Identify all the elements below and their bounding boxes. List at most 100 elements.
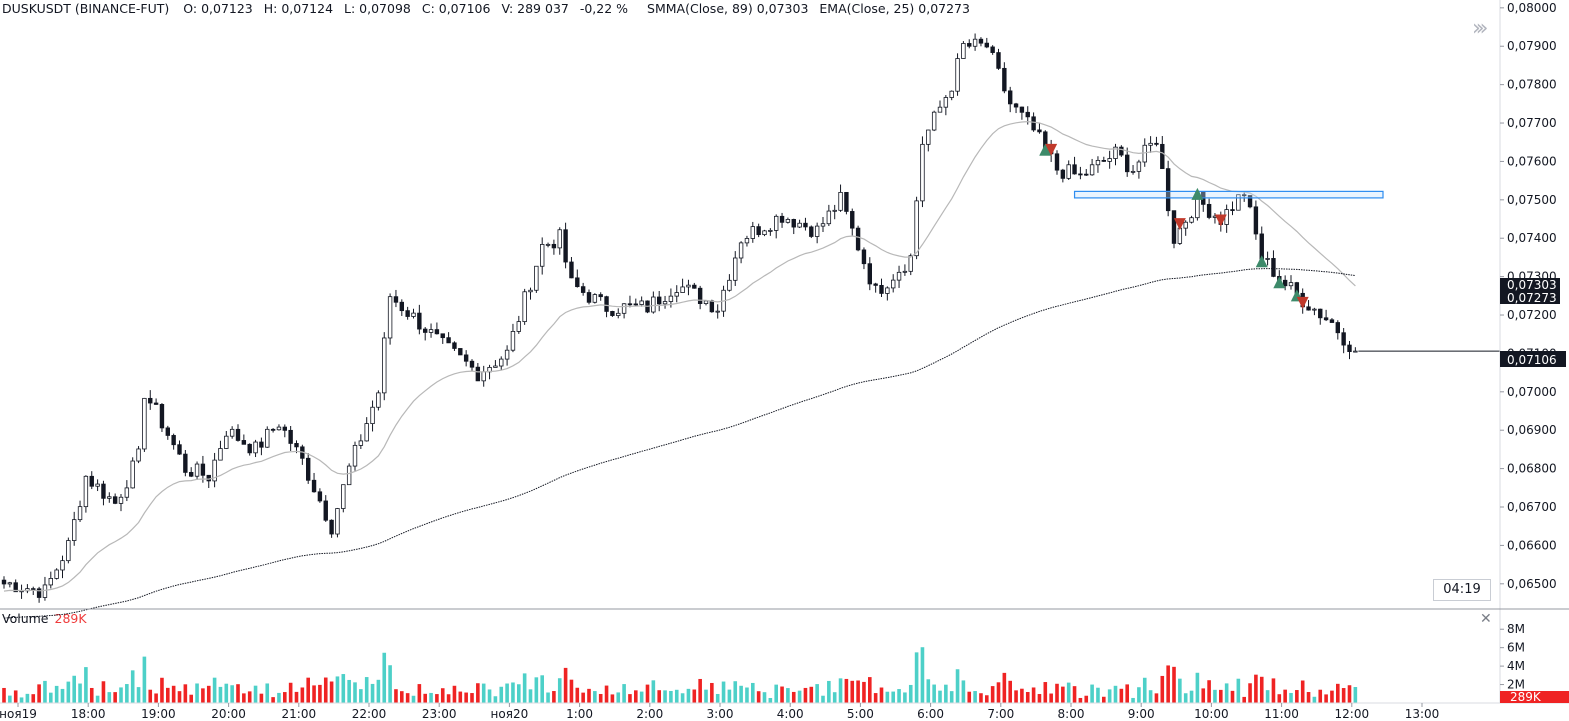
candle-body — [510, 330, 516, 351]
volume-bar — [306, 677, 310, 703]
candle-body — [200, 463, 206, 476]
volume-bar — [1265, 690, 1270, 703]
volume-bar — [72, 675, 76, 703]
volume-bar — [95, 695, 100, 703]
volume-bar — [522, 673, 527, 703]
time-axis-label: 1:00 — [566, 707, 593, 721]
candle-body — [733, 257, 738, 281]
volume-bar — [1324, 694, 1328, 703]
candle-body — [920, 143, 925, 202]
candle-body — [229, 428, 235, 437]
volume-bar — [838, 678, 843, 703]
volume-bar — [762, 692, 767, 703]
volume-bar — [856, 680, 860, 703]
buy-signal-marker — [1191, 187, 1204, 200]
candle-body — [844, 191, 849, 212]
candle-body — [540, 244, 545, 267]
volume-bar — [1178, 678, 1182, 703]
volume-bar — [1142, 677, 1147, 703]
volume-bar — [1055, 683, 1059, 703]
volume-bar — [879, 687, 884, 703]
candle-body — [809, 226, 814, 237]
volume-bar — [1119, 688, 1124, 703]
price-axis-label: 0,07900 — [1507, 39, 1557, 53]
volume-bar — [101, 681, 106, 703]
candle-body — [1013, 103, 1019, 108]
volume-bar — [1271, 678, 1276, 703]
volume-bar — [908, 684, 913, 703]
candle-body — [405, 310, 410, 317]
volume-bar — [920, 647, 925, 703]
volume-bar — [300, 687, 305, 703]
volume-bar — [1341, 688, 1346, 703]
candle-body — [1271, 258, 1276, 277]
candle-body — [750, 226, 755, 239]
candle-body — [341, 484, 346, 509]
volume-axis: 8M 6M 4M 2M — [1500, 622, 1525, 692]
time-axis-label: 7:00 — [987, 707, 1014, 721]
volume-bar — [89, 687, 94, 703]
chart-legend: DUSKUSDT (BINANCE-FUT) O: 0,07123 H: 0,0… — [2, 0, 977, 18]
time-axis-label: 12:00 — [1335, 707, 1370, 721]
volume-bar — [844, 678, 849, 703]
ema-legend[interactable]: EMA(Close, 25) 0,07273 — [819, 1, 970, 16]
candle-body — [7, 582, 13, 585]
candle-body — [434, 329, 440, 335]
volume-bar — [130, 670, 135, 703]
volume-bar — [961, 680, 966, 703]
candle-body — [1008, 90, 1013, 105]
volume-bar — [13, 690, 18, 703]
volume-bar — [739, 685, 743, 703]
symbol-name[interactable]: DUSKUSDT (BINANCE-FUT) — [2, 1, 170, 16]
candle-body — [1171, 210, 1177, 244]
candle-body — [107, 496, 112, 499]
candle-body — [370, 406, 375, 424]
volume-bar — [470, 693, 474, 703]
volume-bar — [54, 685, 59, 703]
volume-bar — [1113, 685, 1118, 703]
candle-body — [803, 222, 808, 228]
price-axis-label: 0,06600 — [1507, 538, 1557, 552]
volume-bar — [1189, 690, 1194, 703]
candle-body — [95, 483, 100, 487]
close-pane-icon[interactable]: ✕ — [1480, 611, 1492, 627]
volume-bar — [903, 692, 907, 703]
candle-body — [914, 200, 919, 257]
candle-body — [908, 255, 913, 272]
volume-bar — [405, 693, 410, 703]
volume-bar — [674, 689, 679, 703]
volume-bar — [341, 674, 346, 703]
ema-price-tag: 0,07273 — [1500, 291, 1560, 305]
volume-bar — [1259, 676, 1264, 703]
volume-bar — [160, 677, 164, 703]
volume-bar — [914, 652, 919, 703]
volume-bar — [645, 684, 650, 703]
time-axis-label: 4:00 — [777, 707, 804, 721]
volume-bar — [499, 686, 504, 703]
volume-bar — [610, 694, 615, 703]
volume-bar — [411, 695, 416, 703]
volume-bar — [265, 683, 270, 703]
volume-bar — [622, 684, 626, 703]
volume-bar — [511, 682, 515, 703]
candle-body — [364, 423, 369, 442]
candle-body — [481, 371, 486, 382]
volume-bar — [259, 693, 264, 703]
candle-body — [247, 443, 252, 454]
volume-bar — [1037, 694, 1042, 703]
volume-bar — [177, 691, 182, 703]
candle-body — [1089, 164, 1095, 176]
candle-body — [399, 301, 404, 312]
price-axis-label: 0,07600 — [1507, 154, 1557, 168]
candle-body — [276, 426, 282, 431]
smma-legend[interactable]: SMMA(Close, 89) 0,07303 — [647, 1, 809, 16]
candle-body — [387, 296, 393, 339]
volume-bar — [142, 656, 147, 703]
volume-bar — [1084, 695, 1089, 703]
candle-body — [422, 328, 428, 333]
volume-bar — [786, 688, 790, 703]
volume-bar — [481, 683, 486, 703]
volume-bar — [107, 692, 112, 703]
volume-bar — [967, 691, 972, 703]
